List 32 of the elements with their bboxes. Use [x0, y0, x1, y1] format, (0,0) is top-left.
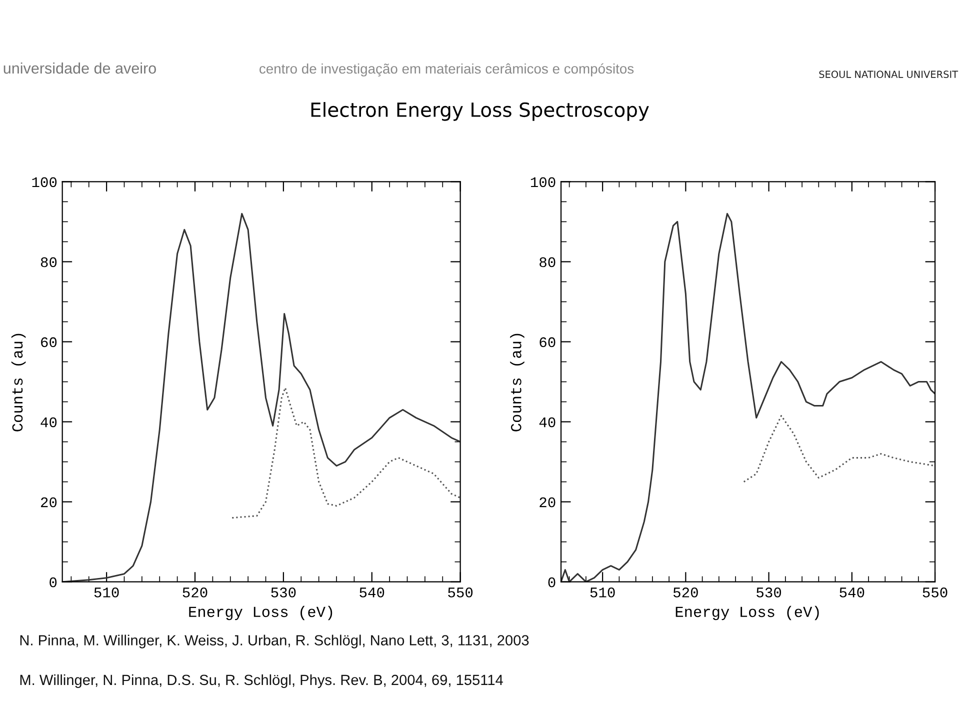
y-tick-label: 40: [539, 417, 556, 428]
y-tick-label: 80: [40, 257, 57, 268]
y-tick-label: 0: [548, 577, 556, 588]
x-tick-label: 540: [360, 588, 384, 598]
y-axis-title: Counts (au): [510, 334, 524, 432]
x-tick-label: 520: [182, 588, 208, 598]
y-tick-label: 60: [540, 337, 556, 348]
x-tick-label: 540: [840, 588, 864, 598]
x-axis-title: Energy Loss (eV): [676, 606, 819, 620]
y-tick-label: 20: [40, 497, 57, 508]
y-tick-label: 40: [40, 417, 57, 428]
y-tick-label: 100: [32, 177, 57, 188]
text: centro de investigação em materiais cerâmicos e compósitos: [260, 63, 634, 76]
text: SEOUL NATIONAL UNIVERSIT: [819, 70, 958, 78]
x-tick-label: 550: [922, 588, 948, 598]
x-tick-label: 550: [448, 588, 473, 598]
x-tick-label: 520: [673, 588, 698, 598]
x-tick-label: 530: [271, 588, 296, 598]
x-axis-title: Energy Loss (eV): [189, 606, 332, 620]
y-tick-label: 20: [540, 497, 556, 508]
y-tick-label: 80: [540, 257, 556, 268]
y-tick-label: 100: [530, 177, 556, 188]
text: M. Willinger, N. Pinna, D.S. Su, R. Schlögl, Phys. Rev. B, 2004, 69, 155114: [20, 674, 503, 688]
text: universidade de aveiro: [4, 62, 156, 74]
x-tick-label: 530: [756, 588, 782, 598]
y-tick-label: 60: [41, 337, 57, 348]
chart-title: Electron Energy Loss Spectroscopy: [311, 102, 649, 121]
y-axis-title: Counts (au): [11, 334, 26, 432]
x-tick-label: 510: [590, 588, 615, 598]
text: N. Pinna, M. Willinger, K. Weiss, J. Urban, R. Schlögl, Nano Lett, 3, 1131, 2003: [20, 634, 529, 648]
x-tick-label: 510: [94, 588, 119, 598]
y-tick-label: 0: [50, 577, 57, 588]
